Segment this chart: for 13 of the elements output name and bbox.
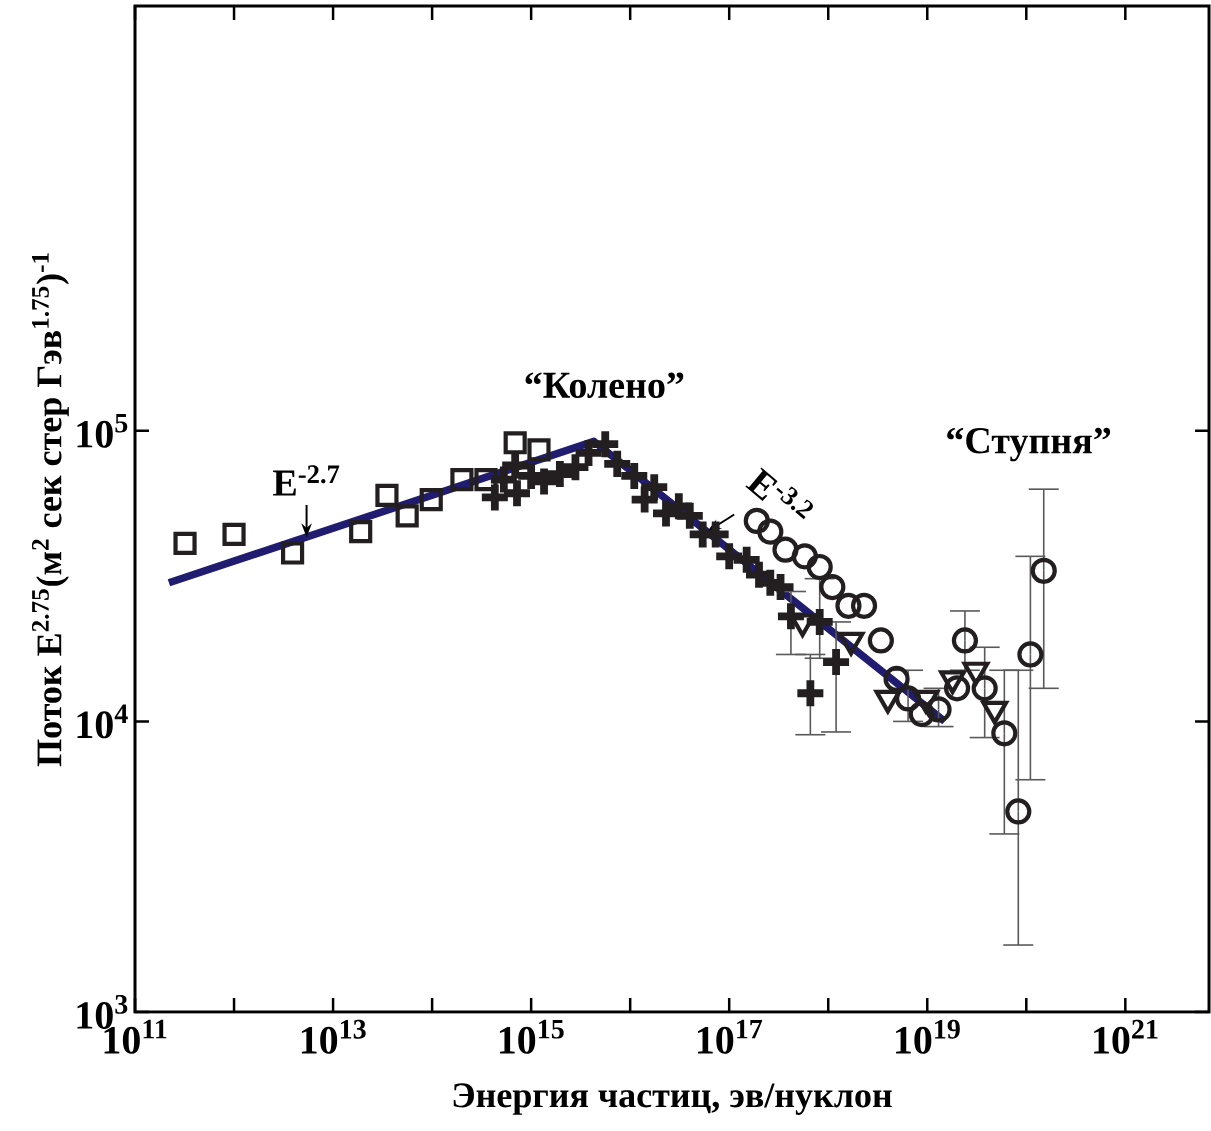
x-tick-label: 10$^{17}$ xyxy=(698,1019,763,1054)
annotation: E$^{-3.2}$ xyxy=(745,467,813,520)
annotation: “Колено” xyxy=(525,372,684,399)
x-axis-title: Энергия частиц, эв/нуклон xyxy=(453,1083,892,1115)
x-tick-label: 10$^{15}$ xyxy=(499,1019,564,1054)
x-tick-label: 10$^{19}$ xyxy=(896,1019,960,1054)
x-tick-label: 10$^{13}$ xyxy=(301,1019,366,1054)
y-tick-label: 10$^{4}$ xyxy=(77,704,128,739)
y-tick-label: 10$^{5}$ xyxy=(77,413,128,448)
x-tick-label: 10$^{21}$ xyxy=(1094,1019,1158,1054)
annotation: E$^{-2.7}$ xyxy=(273,465,340,496)
y-axis-title: Поток E$^{2.75}$(м$^{2}$ сек стер Гэв$^{1.75}$)$^{-1}$ xyxy=(31,253,69,767)
annotation: “Ступня” xyxy=(947,427,1111,462)
